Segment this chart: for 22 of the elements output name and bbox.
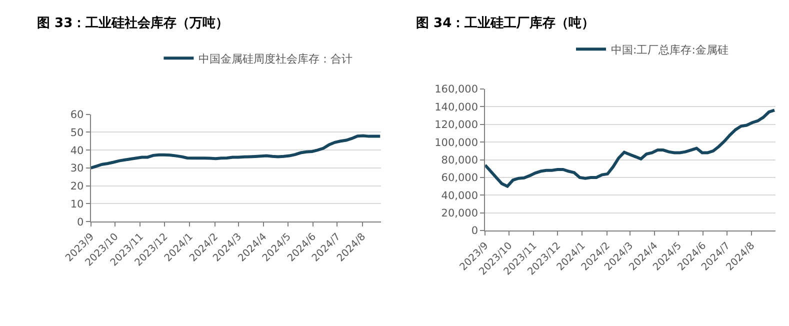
y-tick-label: 80,000 [441, 154, 478, 166]
y-tick-label: 40,000 [441, 190, 478, 202]
y-tick-label: 120,000 [434, 119, 478, 132]
line-series [485, 108, 776, 188]
y-tick-label: 30 [70, 162, 84, 175]
chart-title: 图 34：工业硅工厂库存（吨） [416, 15, 595, 31]
line-series [90, 134, 381, 170]
y-tick-label: 40 [70, 144, 84, 157]
y-tick-label: 60 [70, 108, 84, 121]
y-tick-label: 60,000 [441, 172, 478, 184]
y-tick-label: 100,000 [434, 136, 478, 149]
y-tick-label: 160,000 [434, 84, 478, 96]
y-tick-label: 0 [77, 216, 84, 228]
y-tick-label: 0 [471, 225, 478, 238]
y-tick-label: 10 [70, 198, 84, 210]
legend-label: 中国:工厂总库存:金属硅 [611, 43, 728, 56]
legend-label: 中国金属硅周度社会库存：合计 [198, 52, 353, 66]
y-tick-label: 140,000 [434, 101, 478, 114]
y-tick-label: 20 [70, 180, 84, 193]
y-tick-label: 50 [70, 126, 84, 139]
y-tick-label: 20,000 [441, 208, 478, 220]
chart-title: 图 33：工业硅社会库存（万吨） [37, 15, 229, 31]
